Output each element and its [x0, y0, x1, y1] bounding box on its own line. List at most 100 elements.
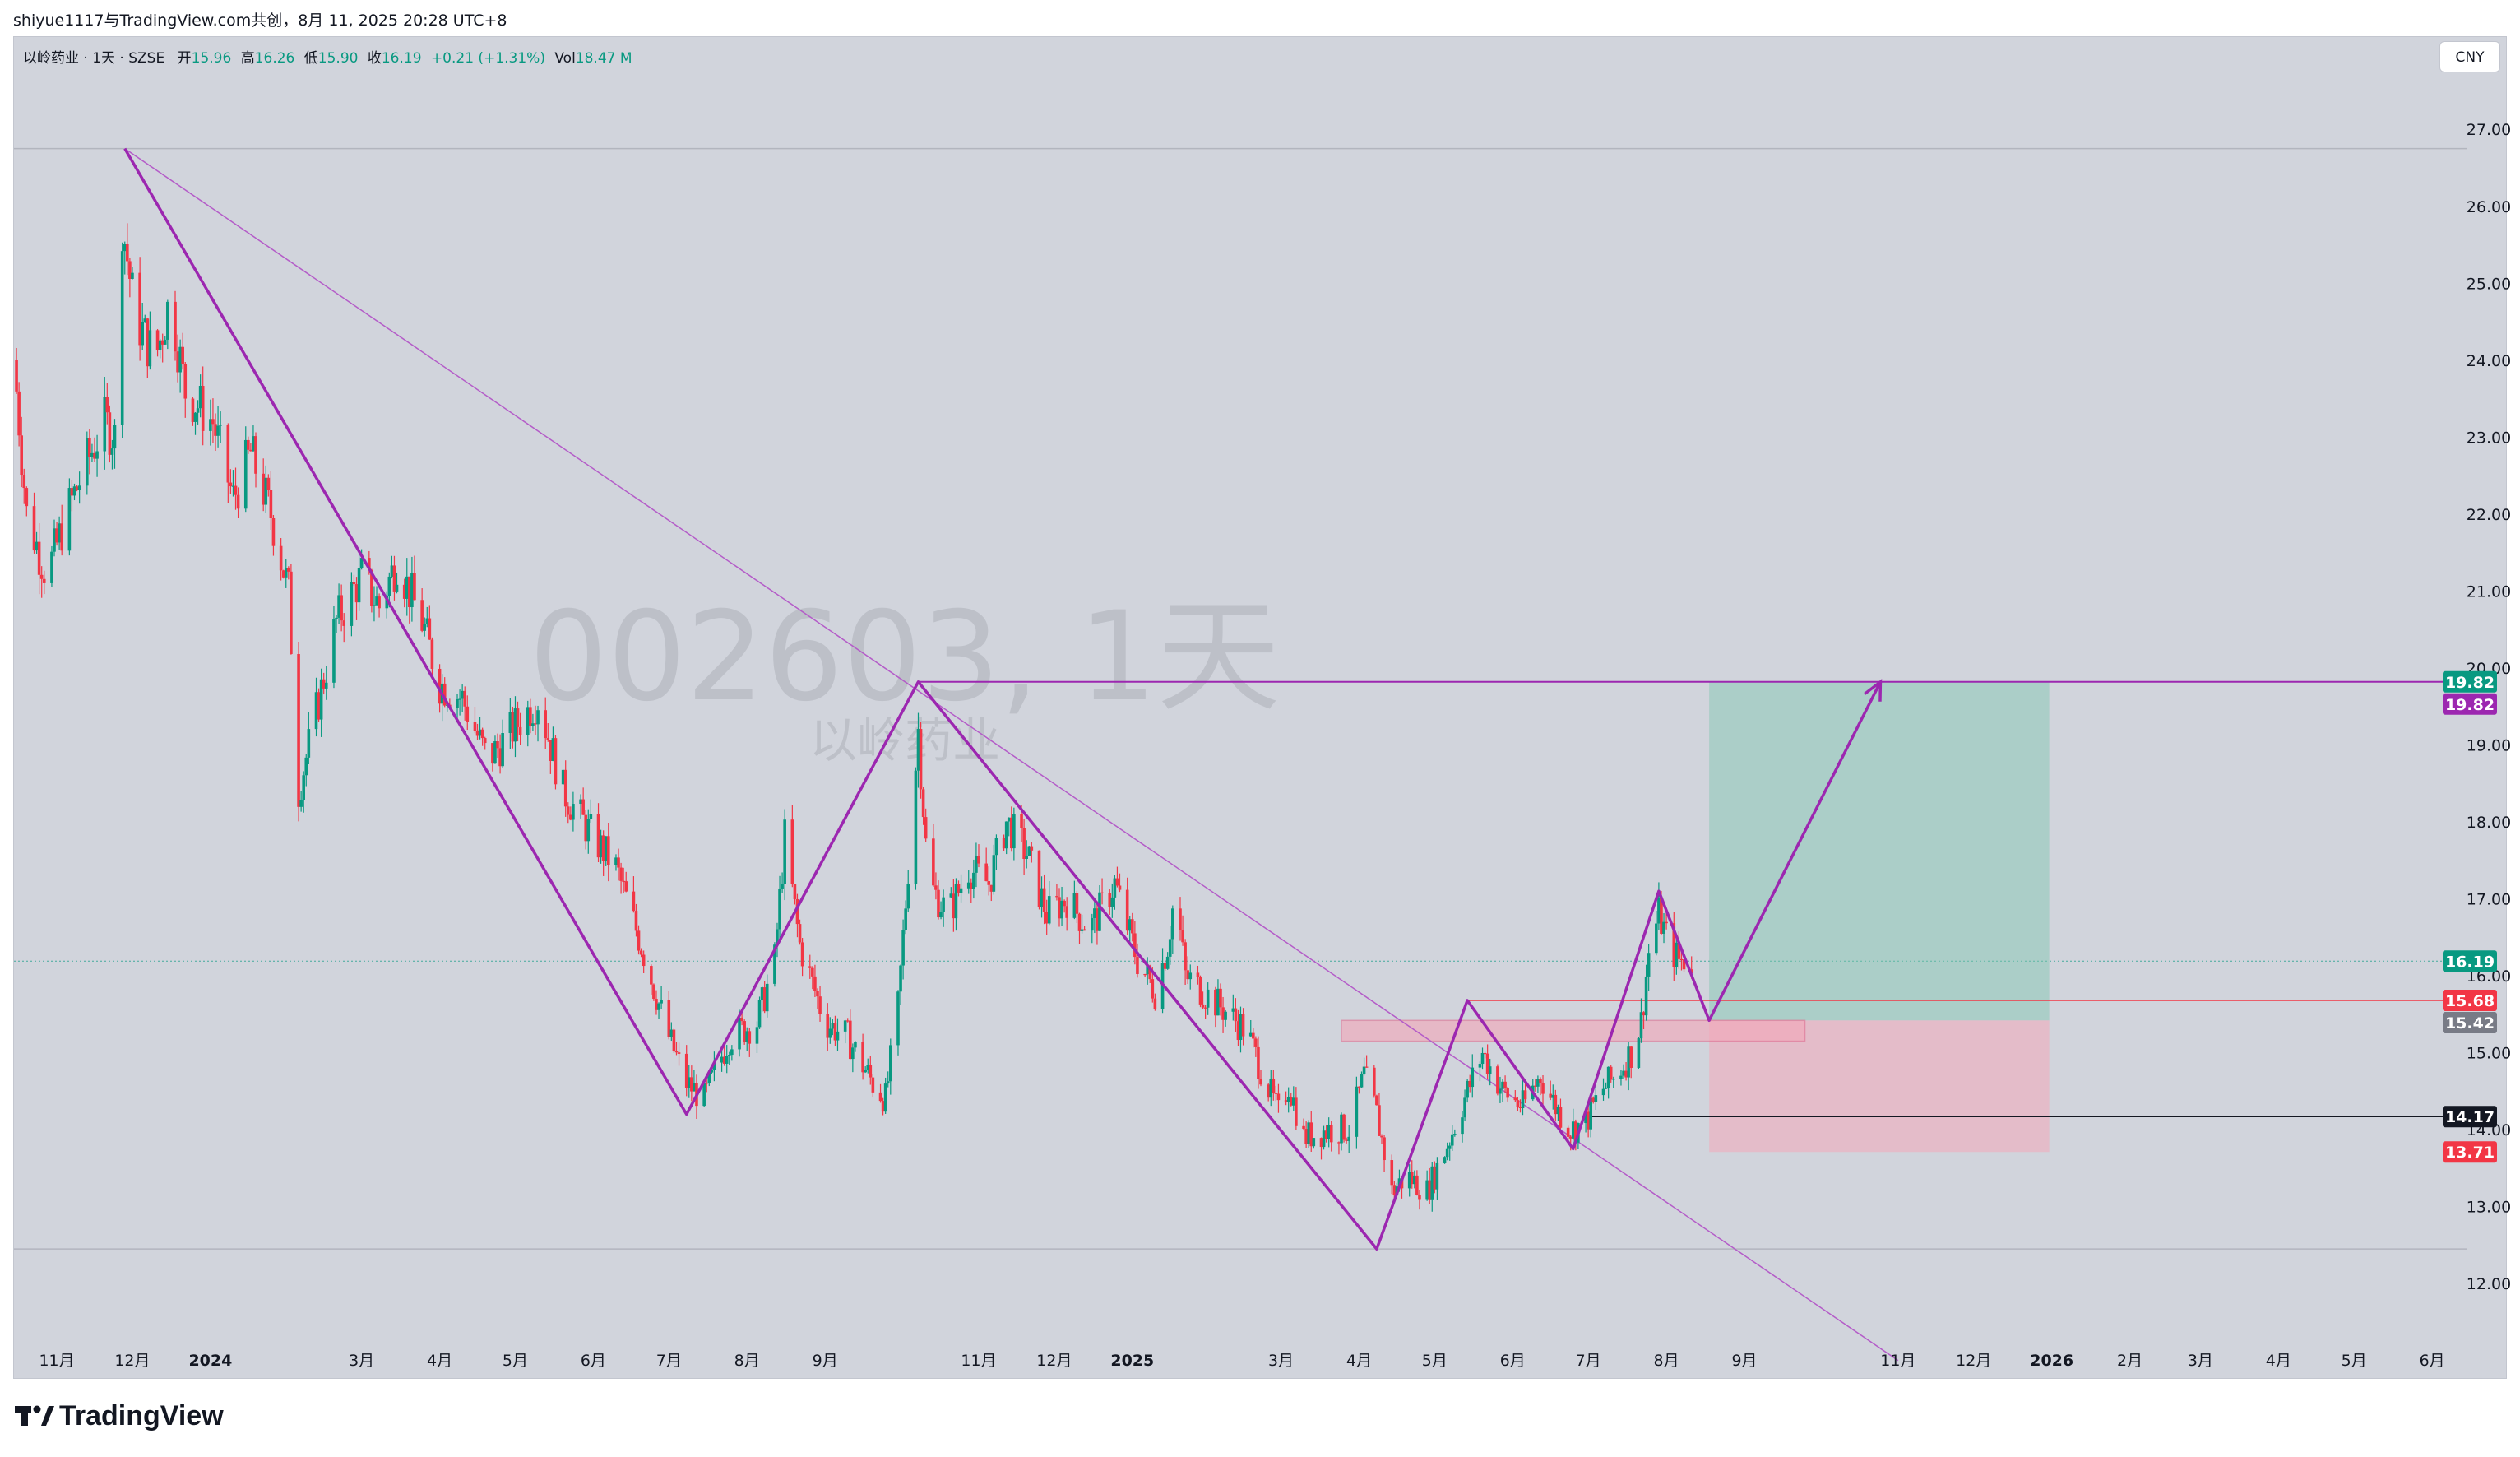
candle-body [1453, 1134, 1457, 1135]
candle-body [886, 1081, 890, 1084]
x-axis-tick-label: 3月 [349, 1352, 374, 1370]
candle-body [271, 517, 276, 546]
candle-body [871, 1077, 875, 1093]
candle-body [146, 318, 150, 367]
candle-body [1383, 1137, 1386, 1161]
candle-body [1466, 1080, 1469, 1098]
candle-body [1276, 1093, 1281, 1101]
candle-body [765, 983, 769, 1012]
candle-body [1461, 1117, 1464, 1135]
candle-body [776, 929, 779, 945]
candle-body [307, 729, 311, 758]
candle-body [501, 732, 504, 767]
candle-body [201, 386, 205, 431]
x-axis-tick-label: 11月 [961, 1352, 996, 1370]
candle-body [1042, 888, 1046, 912]
legend-high-value: 16.26 [254, 50, 295, 67]
candle-body [1644, 976, 1648, 1016]
candle-body [899, 965, 902, 992]
trend-line[interactable] [124, 147, 1899, 1362]
candle-body [1415, 1175, 1419, 1195]
candle-body [674, 1051, 679, 1053]
candle-body [1516, 1100, 1520, 1107]
candle-body [302, 775, 306, 800]
price-label-text: 19.82 [2445, 674, 2495, 692]
candle-body [581, 799, 585, 815]
candle-body [1214, 989, 1217, 1016]
candle-body [1637, 1038, 1641, 1068]
y-axis-tick-label: 25.00 [2467, 275, 2511, 293]
candle-body [1433, 1166, 1437, 1190]
candle-body [727, 1055, 731, 1056]
candle-body [546, 738, 550, 740]
candle-body [264, 477, 268, 505]
candle-body [1463, 1097, 1466, 1118]
candle-body [281, 570, 285, 578]
candle-body [1040, 888, 1044, 907]
candle-body [269, 490, 273, 518]
candle-body [1269, 1078, 1273, 1098]
candle-body [1163, 963, 1167, 969]
candle-body [1485, 1053, 1489, 1074]
candle-body [1428, 1180, 1431, 1200]
candle-body [22, 475, 26, 489]
candle-body [93, 452, 96, 459]
target-zone[interactable] [1709, 681, 2050, 1021]
candle-body [934, 885, 938, 890]
candle-body [1627, 1046, 1630, 1078]
candle-body [972, 872, 975, 889]
candle-body [511, 712, 515, 742]
legend-close-label: 收 [367, 50, 382, 67]
legend-low-label: 低 [303, 50, 318, 67]
candle-body [851, 1047, 855, 1060]
candle-body [793, 884, 797, 899]
candle-body [1181, 930, 1184, 943]
candle-body [551, 738, 555, 761]
candle-body [1425, 1180, 1429, 1200]
candle-body [1378, 1105, 1381, 1136]
candle-body [1594, 1095, 1598, 1102]
candle-body [601, 835, 605, 861]
stop-zone[interactable] [1709, 1020, 2050, 1153]
projection-arrow-head [1864, 679, 1883, 702]
candle-body [1236, 1021, 1240, 1041]
y-axis-tick-label: 15.00 [2467, 1045, 2511, 1063]
candle-body [536, 710, 540, 725]
candle-body [1272, 1078, 1276, 1093]
candle-body [1329, 1125, 1333, 1143]
candle-body [1257, 1046, 1260, 1079]
consolidation-zone[interactable] [1341, 1019, 1806, 1042]
candle-body [35, 541, 39, 551]
candle-body [491, 743, 494, 764]
candle-body [738, 1017, 741, 1050]
candle-body [1392, 1185, 1397, 1195]
y-axis-tick-label: 21.00 [2467, 582, 2511, 601]
candle-body [762, 987, 767, 1012]
candle-body [95, 451, 99, 459]
candle-body [1143, 974, 1147, 976]
x-axis-tick-label: 7月 [656, 1352, 682, 1370]
y-axis-tick-label: 23.00 [2467, 429, 2511, 447]
candle-body [53, 528, 56, 552]
candle-body [1148, 966, 1152, 980]
zigzag-pattern[interactable] [123, 147, 1882, 1251]
candle-body [878, 1092, 882, 1102]
currency-button[interactable]: CNY [2439, 41, 2500, 72]
y-axis-tick-label: 26.00 [2467, 198, 2511, 216]
candle-body [798, 924, 802, 943]
candle-body [549, 740, 553, 761]
x-axis-tick-label: 11月 [39, 1352, 74, 1370]
candle-body [650, 966, 653, 985]
candle-body [919, 729, 923, 790]
candle-body [1184, 942, 1187, 971]
candle-body [1125, 889, 1129, 931]
candle-body [901, 930, 905, 966]
chart-pane[interactable] [13, 36, 2507, 1379]
x-axis-tick-label: 6月 [581, 1352, 606, 1370]
candle-body [247, 439, 250, 450]
candle-body [1675, 942, 1679, 967]
candle-body [1568, 1136, 1573, 1139]
tradingview-logo[interactable]: TradingView [15, 1399, 224, 1433]
candle-body [1523, 1090, 1527, 1100]
